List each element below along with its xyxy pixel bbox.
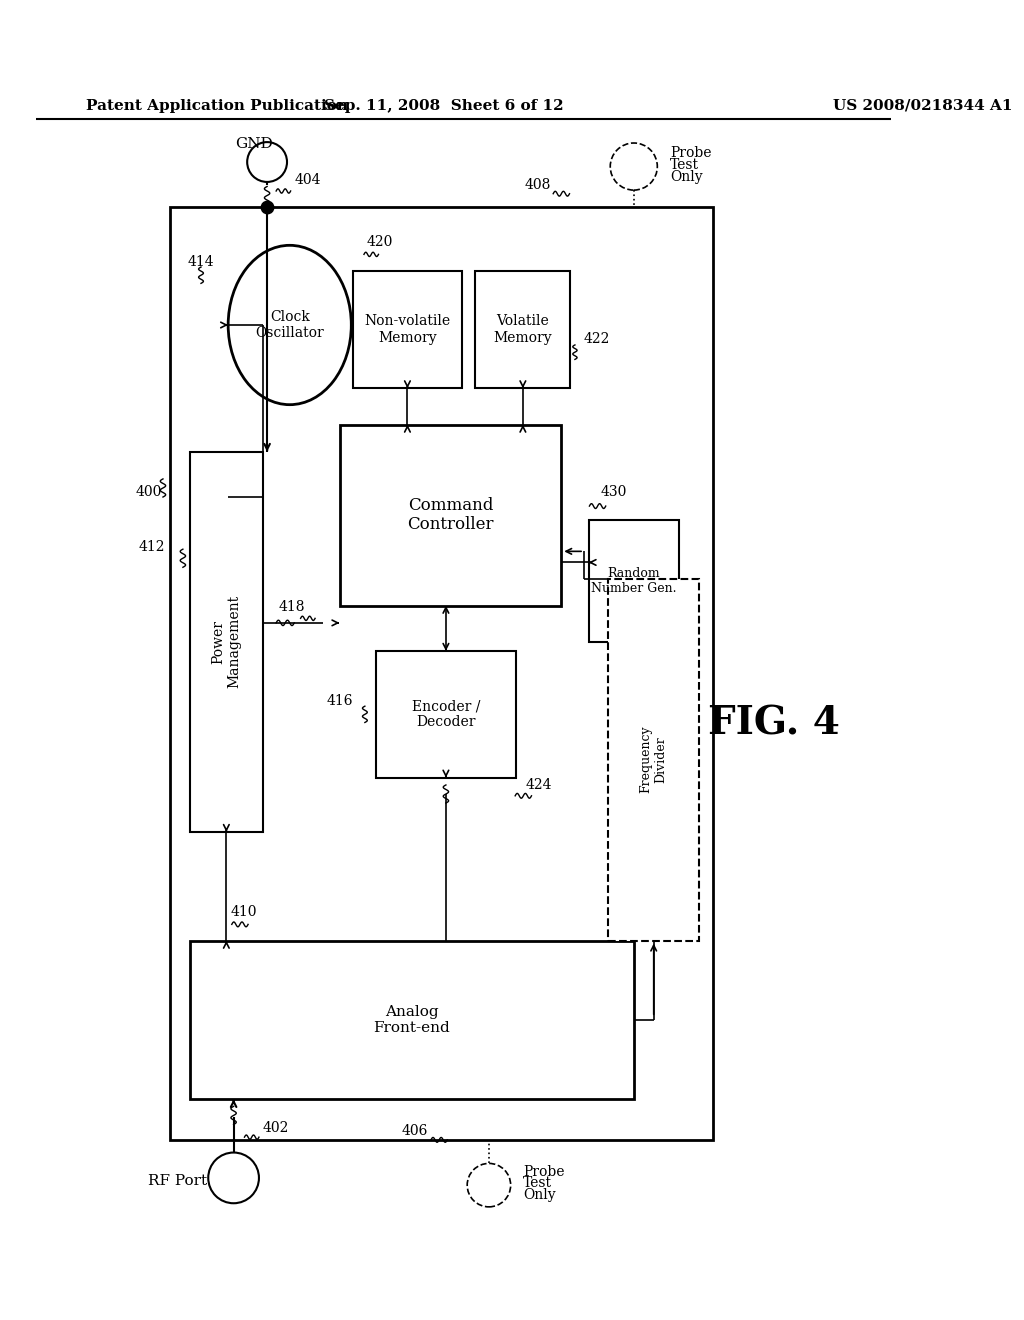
Text: Patent Application Publication: Patent Application Publication bbox=[86, 99, 348, 114]
Text: Encoder /
Decoder: Encoder / Decoder bbox=[412, 700, 480, 730]
Text: Only: Only bbox=[523, 1188, 556, 1203]
Text: Analog
Front-end: Analog Front-end bbox=[374, 1005, 451, 1035]
Bar bbox=[170, 207, 714, 1140]
Bar bbox=[190, 451, 262, 832]
Text: Non-volatile
Memory: Non-volatile Memory bbox=[365, 314, 451, 345]
Text: 424: 424 bbox=[525, 777, 552, 792]
Bar bbox=[589, 520, 679, 642]
Text: 402: 402 bbox=[262, 1121, 289, 1135]
Bar bbox=[608, 578, 699, 941]
Bar bbox=[340, 425, 561, 606]
Text: Test: Test bbox=[670, 158, 699, 172]
Text: 420: 420 bbox=[367, 235, 393, 248]
Text: 408: 408 bbox=[524, 178, 551, 191]
Text: 416: 416 bbox=[327, 694, 353, 708]
Text: Power
Management: Power Management bbox=[211, 595, 242, 689]
Text: Probe: Probe bbox=[523, 1164, 565, 1179]
Bar bbox=[475, 271, 570, 388]
Text: 430: 430 bbox=[600, 486, 627, 499]
Text: Clock
Oscillator: Clock Oscillator bbox=[255, 310, 325, 341]
Text: 406: 406 bbox=[401, 1123, 428, 1138]
Text: 410: 410 bbox=[230, 904, 257, 919]
Text: Command
Controller: Command Controller bbox=[408, 496, 494, 533]
Text: 414: 414 bbox=[187, 255, 214, 268]
Bar bbox=[376, 651, 516, 777]
Text: Probe: Probe bbox=[670, 147, 712, 160]
Text: FIG. 4: FIG. 4 bbox=[709, 705, 840, 742]
Text: US 2008/0218344 A1: US 2008/0218344 A1 bbox=[833, 99, 1013, 114]
Text: Sep. 11, 2008  Sheet 6 of 12: Sep. 11, 2008 Sheet 6 of 12 bbox=[324, 99, 563, 114]
Ellipse shape bbox=[228, 246, 351, 405]
Bar bbox=[190, 941, 634, 1100]
Text: 400: 400 bbox=[136, 486, 162, 499]
Text: Volatile
Memory: Volatile Memory bbox=[494, 314, 552, 345]
Text: Only: Only bbox=[670, 169, 702, 183]
Text: Frequency
Divider: Frequency Divider bbox=[640, 726, 668, 793]
Text: RF Port: RF Port bbox=[147, 1173, 207, 1188]
Text: 404: 404 bbox=[294, 173, 321, 187]
Text: Test: Test bbox=[523, 1176, 552, 1191]
Text: Random
Number Gen.: Random Number Gen. bbox=[591, 566, 677, 595]
Text: 412: 412 bbox=[138, 540, 165, 554]
Bar bbox=[353, 271, 462, 388]
Text: 418: 418 bbox=[279, 599, 305, 614]
Text: GND: GND bbox=[236, 137, 273, 150]
Text: 422: 422 bbox=[584, 331, 610, 346]
